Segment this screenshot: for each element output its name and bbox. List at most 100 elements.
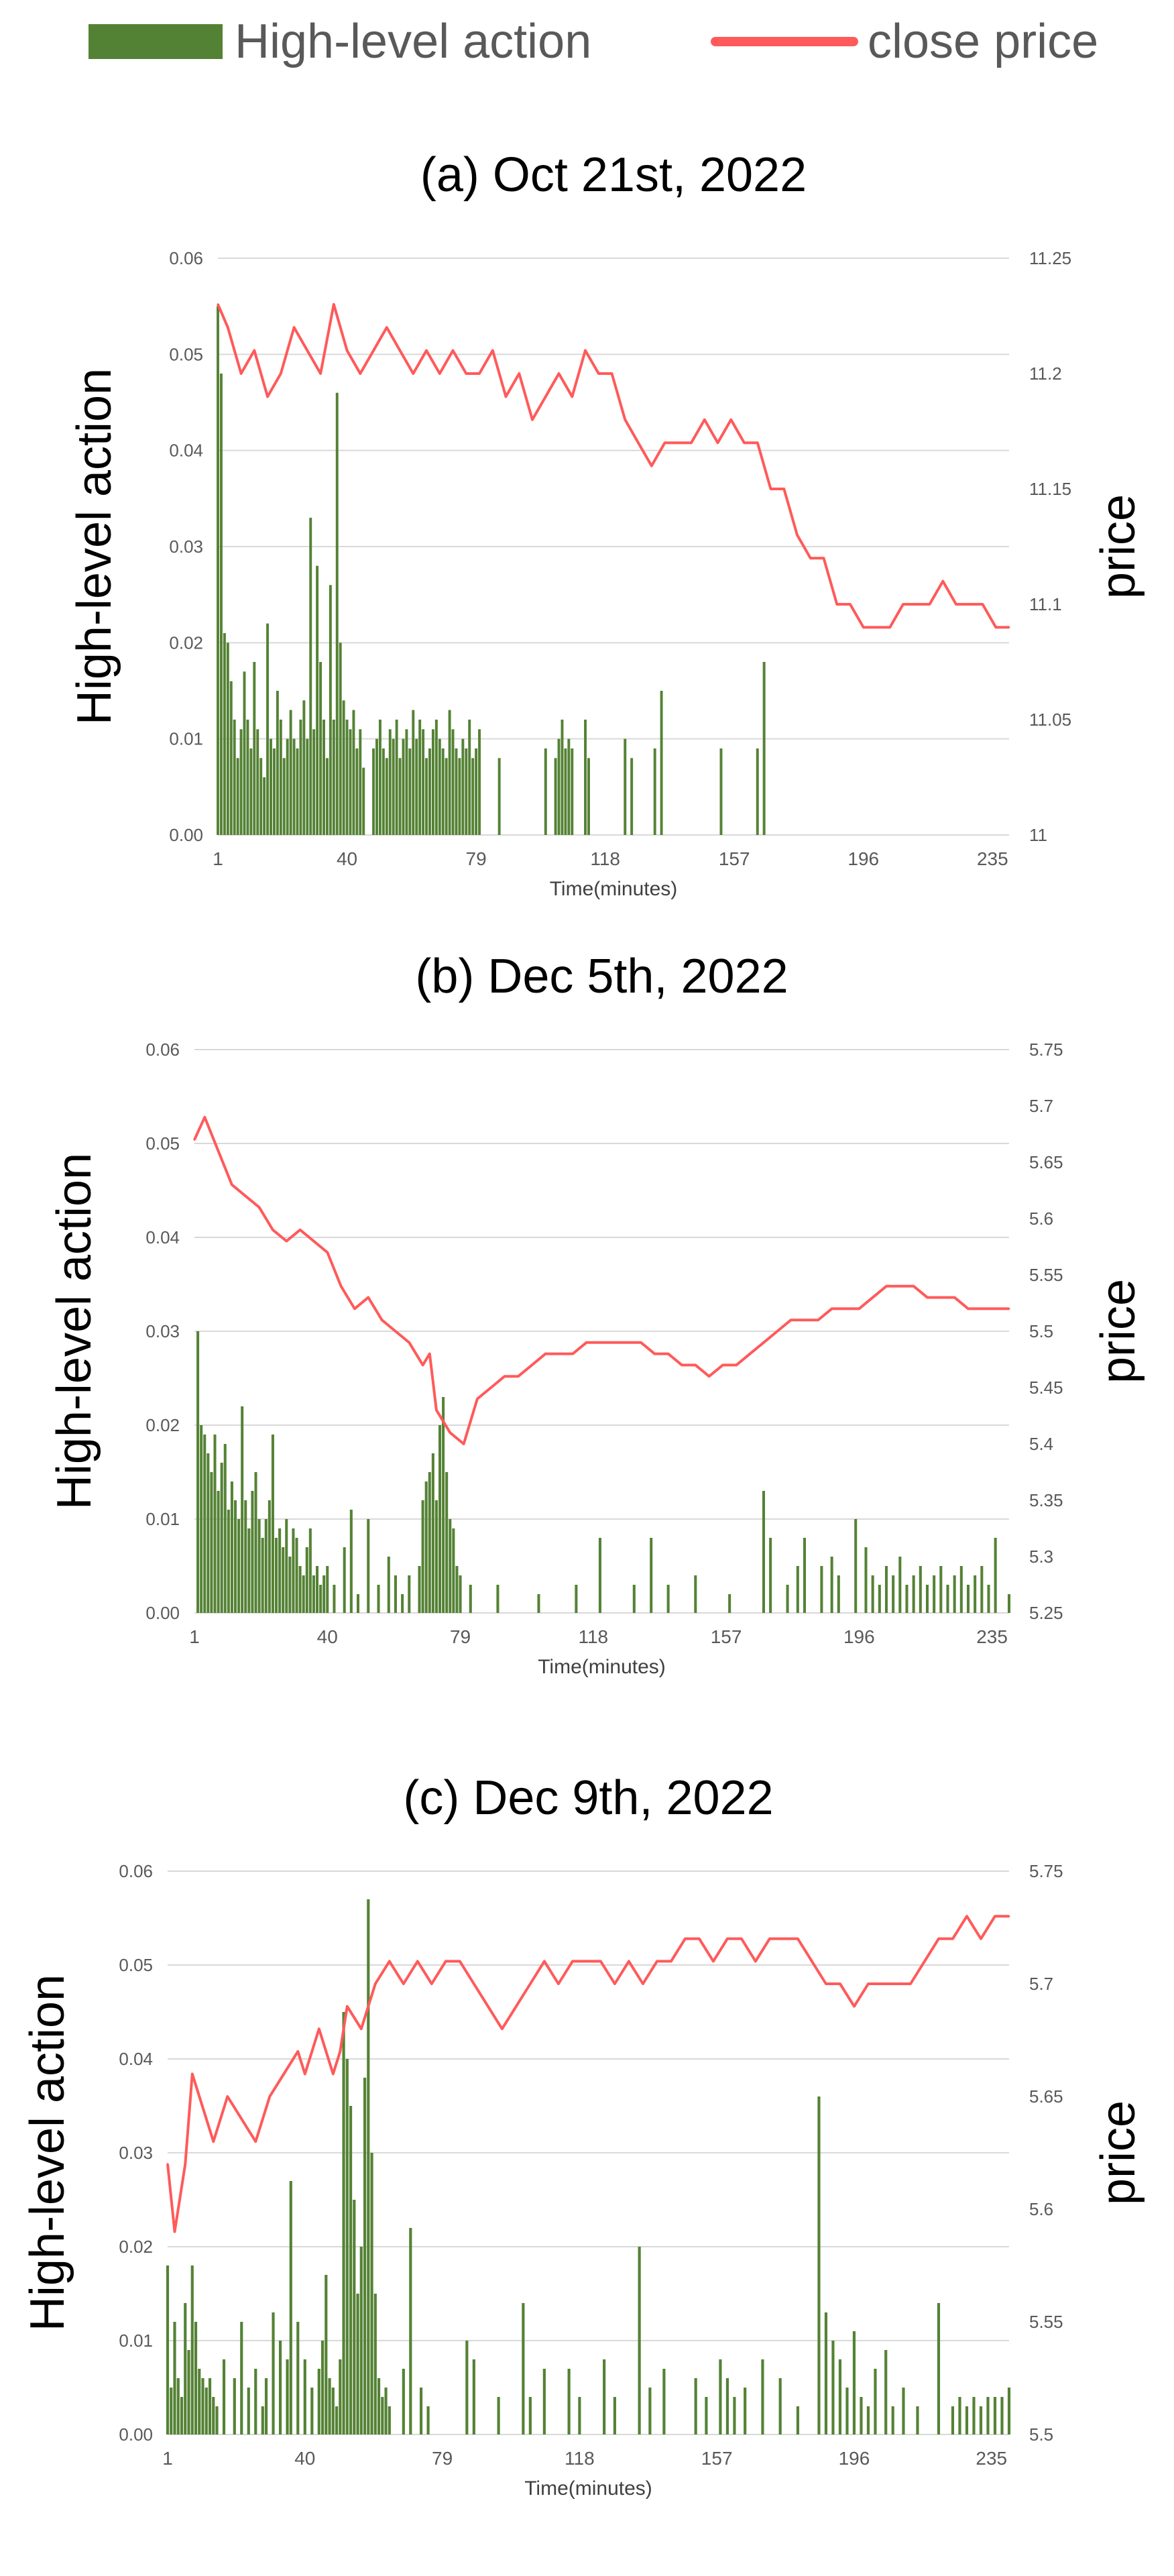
action-bar	[1000, 2397, 1004, 2434]
action-bar	[756, 748, 759, 835]
price-point	[611, 372, 613, 375]
price-point	[994, 1915, 996, 1917]
action-bar	[263, 777, 266, 835]
action-bar	[554, 758, 557, 835]
action-bar	[241, 1406, 244, 1613]
price-point	[809, 557, 812, 559]
action-bar	[276, 691, 279, 835]
action-bar	[854, 1519, 858, 1613]
action-bar	[653, 748, 656, 835]
action-bar	[415, 738, 418, 835]
action-bar	[319, 1585, 322, 1613]
action-bar	[431, 729, 434, 835]
price-point	[844, 1307, 847, 1310]
action-bar	[864, 1547, 868, 1613]
action-bar	[694, 1575, 697, 1613]
y2-tick-label: 5.3	[1029, 1547, 1053, 1567]
action-bar	[331, 2388, 335, 2434]
action-bar	[207, 1453, 210, 1613]
price-point	[698, 1938, 701, 1940]
price-line	[166, 1915, 1009, 2233]
y-tick-label: 0.04	[169, 441, 203, 461]
price-point	[612, 1341, 615, 1344]
legend: High-level action close price	[0, 0, 1174, 87]
y-tick-label: 0.01	[145, 1509, 180, 1529]
y2-tick-label: 5.6	[1029, 1209, 1053, 1229]
price-point	[831, 1307, 833, 1310]
action-bar	[305, 1547, 308, 1613]
action-bar	[419, 2388, 423, 2434]
action-bar	[472, 2359, 475, 2434]
action-bar	[274, 1538, 278, 1613]
price-point	[452, 349, 455, 352]
action-bar	[958, 2397, 961, 2434]
action-bar	[1007, 1594, 1011, 1613]
action-bar	[733, 2397, 736, 2434]
action-bar	[296, 2322, 300, 2434]
action-bar	[528, 2397, 532, 2434]
action-bar	[355, 748, 359, 835]
action-bar	[184, 2303, 187, 2434]
price-point	[835, 603, 838, 606]
action-bar	[980, 1566, 984, 1613]
action-bar	[820, 1566, 823, 1613]
action-bar	[892, 1575, 895, 1613]
price-point	[796, 534, 799, 537]
action-bar	[878, 1585, 881, 1613]
y-tick-label: 0.03	[169, 537, 203, 557]
price-point	[312, 1240, 315, 1243]
action-bar	[309, 518, 312, 835]
price-point	[253, 349, 255, 352]
action-bar	[203, 1435, 207, 1613]
action-bar	[286, 2359, 289, 2434]
action-bar	[471, 758, 475, 835]
price-point	[694, 1363, 697, 1366]
action-bar	[375, 738, 378, 835]
price-point	[544, 1353, 547, 1355]
action-bar	[289, 2181, 292, 2434]
action-bar	[937, 2303, 941, 2434]
legend-item-action: High-level action	[89, 15, 591, 68]
action-bar	[233, 2378, 236, 2434]
price-point	[332, 2072, 335, 2075]
action-bar	[217, 1491, 220, 1613]
action-bar	[272, 748, 276, 835]
action-bar	[522, 2303, 525, 2434]
action-bar	[408, 1575, 411, 1613]
price-point	[803, 1319, 806, 1321]
price-point	[359, 372, 361, 375]
action-bar	[966, 1585, 970, 1613]
action-bar	[426, 2406, 430, 2434]
action-bar	[278, 1528, 282, 1613]
action-bar	[461, 738, 465, 835]
action-bar	[418, 720, 422, 835]
action-bar	[459, 1575, 462, 1613]
action-bar	[254, 2369, 257, 2434]
price-point	[867, 1982, 870, 1985]
price-point	[463, 1443, 465, 1445]
x-tick-label: 79	[450, 1626, 471, 1647]
price-point	[501, 2027, 504, 2030]
price-point	[191, 2072, 194, 2075]
price-point	[656, 1960, 658, 1962]
y-tick-label: 0.03	[119, 2143, 153, 2163]
action-bar	[905, 1585, 908, 1613]
y2-tick-label: 5.55	[1029, 2312, 1063, 2332]
y-tick-label: 0.06	[169, 248, 203, 268]
action-bar	[666, 1585, 670, 1613]
price-point	[408, 1341, 410, 1344]
price-point	[435, 1409, 438, 1412]
action-bar	[254, 1472, 257, 1613]
price-point	[982, 603, 984, 606]
action-bar	[173, 2322, 176, 2434]
action-bar	[256, 729, 259, 835]
action-bar	[458, 758, 461, 835]
price-point	[340, 1285, 343, 1288]
price-point	[212, 2140, 215, 2143]
action-bar	[648, 2388, 652, 2434]
legend-label-action: High-level action	[235, 15, 592, 68]
price-point	[531, 418, 534, 421]
y-tick-label: 0.01	[119, 2331, 153, 2351]
action-bar	[587, 758, 590, 835]
legend-swatch-action	[89, 24, 223, 59]
